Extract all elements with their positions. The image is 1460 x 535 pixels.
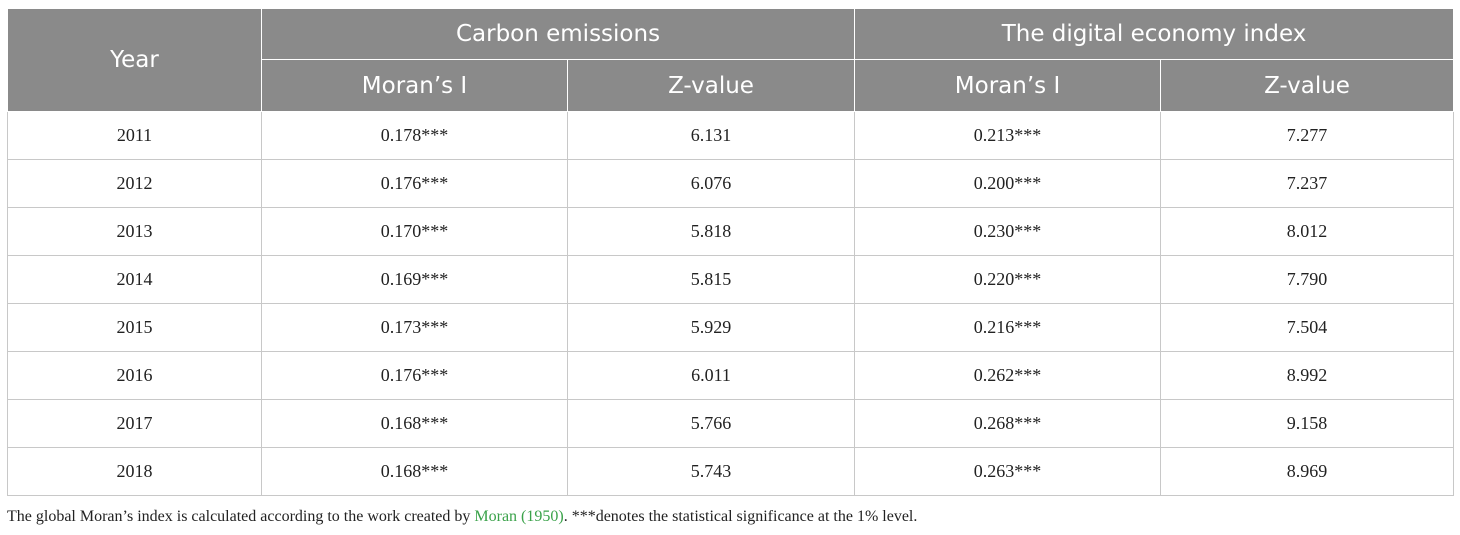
- cell-carbon-z-value: 5.815: [566, 255, 856, 304]
- cell-carbon-z-value: 6.076: [566, 159, 856, 208]
- cell-digital-morans-i: 0.220***: [854, 255, 1162, 304]
- header-digital-morans-i: Moran’s I: [854, 59, 1162, 112]
- footnote-text-before: The global Moran’s index is calculated a…: [7, 508, 475, 525]
- cell-digital-morans-i: 0.230***: [854, 207, 1162, 256]
- cell-carbon-z-value: 6.131: [566, 111, 856, 160]
- table-row: 2017 0.168*** 5.766 0.268*** 9.158: [7, 399, 1455, 448]
- cell-digital-morans-i: 0.200***: [854, 159, 1162, 208]
- cell-carbon-morans-i: 0.170***: [261, 207, 568, 256]
- cell-digital-z-value: 7.237: [1160, 159, 1455, 208]
- cell-digital-morans-i: 0.262***: [854, 351, 1162, 400]
- header-row-groups: Year Carbon emissions The digital econom…: [7, 8, 1455, 112]
- cell-digital-z-value: 7.790: [1160, 255, 1455, 304]
- header-carbon-morans-i: Moran’s I: [261, 59, 568, 112]
- header-digital-economy-index: The digital economy index: [854, 8, 1455, 60]
- table-row: 2012 0.176*** 6.076 0.200*** 7.237: [7, 159, 1455, 208]
- cell-carbon-z-value: 5.929: [566, 303, 856, 352]
- cell-carbon-morans-i: 0.178***: [261, 111, 568, 160]
- citation-link[interactable]: Moran (1950): [474, 508, 564, 525]
- cell-digital-morans-i: 0.213***: [854, 111, 1162, 160]
- cell-carbon-morans-i: 0.173***: [261, 303, 568, 352]
- header-digital-z-value: Z-value: [1160, 59, 1455, 112]
- cell-year: 2018: [7, 447, 262, 496]
- cell-carbon-morans-i: 0.168***: [261, 447, 568, 496]
- results-table-container: Year Carbon emissions The digital econom…: [7, 8, 1455, 496]
- cell-carbon-morans-i: 0.168***: [261, 399, 568, 448]
- table-footnote: The global Moran’s index is calculated a…: [7, 508, 917, 526]
- table-row: 2018 0.168*** 5.743 0.263*** 8.969: [7, 447, 1455, 496]
- cell-digital-morans-i: 0.268***: [854, 399, 1162, 448]
- cell-year: 2014: [7, 255, 262, 304]
- morans-i-table: Year Carbon emissions The digital econom…: [7, 8, 1455, 496]
- table-row: 2015 0.173*** 5.929 0.216*** 7.504: [7, 303, 1455, 352]
- cell-carbon-morans-i: 0.176***: [261, 351, 568, 400]
- cell-year: 2013: [7, 207, 262, 256]
- cell-digital-z-value: 7.277: [1160, 111, 1455, 160]
- table-header: Year Carbon emissions The digital econom…: [7, 8, 1455, 112]
- cell-carbon-morans-i: 0.176***: [261, 159, 568, 208]
- table-row: 2016 0.176*** 6.011 0.262*** 8.992: [7, 351, 1455, 400]
- cell-digital-z-value: 8.969: [1160, 447, 1455, 496]
- cell-year: 2011: [7, 111, 262, 160]
- cell-digital-z-value: 9.158: [1160, 399, 1455, 448]
- cell-digital-z-value: 7.504: [1160, 303, 1455, 352]
- table-row: 2011 0.178*** 6.131 0.213*** 7.277: [7, 111, 1455, 160]
- cell-carbon-z-value: 5.766: [566, 399, 856, 448]
- table-body: 2011 0.178*** 6.131 0.213*** 7.277 2012 …: [7, 111, 1455, 496]
- footnote-text-after: . ***denotes the statistical significanc…: [563, 508, 918, 525]
- cell-year: 2015: [7, 303, 262, 352]
- cell-digital-morans-i: 0.263***: [854, 447, 1162, 496]
- cell-carbon-z-value: 5.818: [566, 207, 856, 256]
- header-year: Year: [7, 8, 262, 112]
- cell-year: 2017: [7, 399, 262, 448]
- header-row-columns: Moran’s I Z-value Moran’s I Z-value: [8, 59, 1455, 112]
- cell-carbon-morans-i: 0.169***: [261, 255, 568, 304]
- cell-digital-z-value: 8.012: [1160, 207, 1455, 256]
- cell-year: 2012: [7, 159, 262, 208]
- cell-carbon-z-value: 6.011: [566, 351, 856, 400]
- header-carbon-z-value: Z-value: [566, 59, 856, 112]
- header-carbon-emissions: Carbon emissions: [260, 8, 856, 60]
- cell-digital-morans-i: 0.216***: [854, 303, 1162, 352]
- cell-digital-z-value: 8.992: [1160, 351, 1455, 400]
- table-row: 2014 0.169*** 5.815 0.220*** 7.790: [7, 255, 1455, 304]
- table-row: 2013 0.170*** 5.818 0.230*** 8.012: [7, 207, 1455, 256]
- cell-year: 2016: [7, 351, 262, 400]
- cell-carbon-z-value: 5.743: [566, 447, 856, 496]
